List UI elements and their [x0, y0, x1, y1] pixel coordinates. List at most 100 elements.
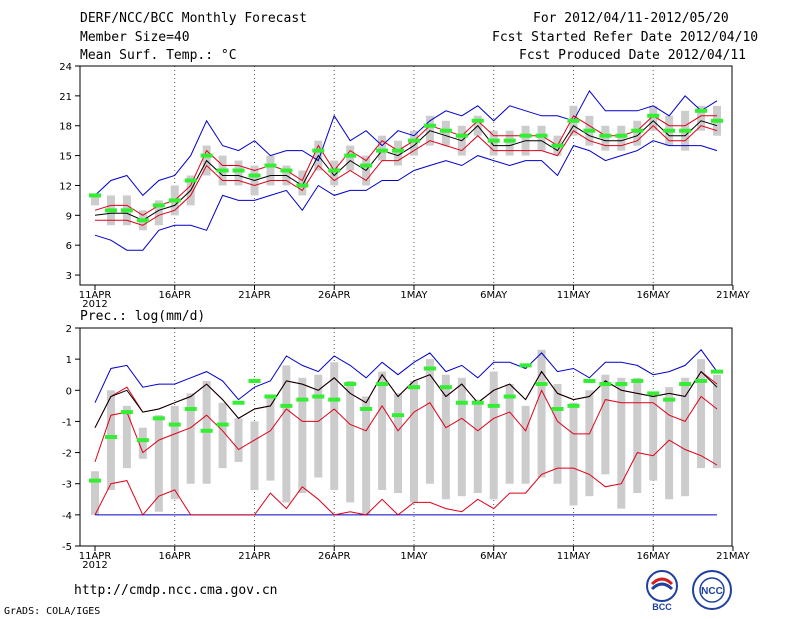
observed-marker: [567, 118, 580, 123]
spread-box: [697, 105, 706, 131]
spread-box: [633, 120, 642, 146]
max-line: [94, 89, 718, 197]
observed-marker: [104, 208, 117, 213]
spread-box: [346, 380, 355, 503]
y-tick-label: 12: [59, 181, 72, 192]
spread-box: [378, 135, 387, 161]
observed-marker: [136, 438, 149, 443]
observed-marker: [184, 406, 197, 411]
observed-marker: [89, 478, 101, 483]
observed-marker: [200, 428, 213, 433]
y-tick-label: 9: [66, 211, 72, 222]
spread-box: [106, 390, 115, 490]
source-url[interactable]: http://cmdp.ncc.cma.gov.cn: [74, 583, 278, 598]
variable-label: Mean Surf. Temp.: °C: [80, 48, 237, 63]
spread-box: [394, 140, 403, 166]
observed-marker: [407, 138, 420, 143]
observed-marker: [535, 133, 548, 138]
forecast-start-date: Fcst Started Refer Date 2012/04/10: [492, 30, 759, 45]
y-tick-label: 18: [59, 122, 72, 133]
spread-box: [601, 125, 610, 151]
spread-box: [170, 405, 179, 500]
observed-marker: [487, 138, 500, 143]
observed-marker: [392, 413, 405, 418]
spread-box: [138, 427, 147, 459]
observed-marker: [120, 410, 133, 415]
y-tick-label: -4: [62, 511, 72, 522]
x-tick-label: 21MAY: [716, 551, 750, 562]
spread-box: [489, 371, 498, 500]
observed-marker: [136, 218, 149, 223]
max-line: [94, 349, 718, 403]
observed-marker: [551, 406, 564, 411]
forecast-period: For 2012/04/11-2012/05/20: [533, 11, 729, 26]
spread-box: [314, 374, 323, 478]
observed-marker: [631, 378, 644, 383]
y-tick-label: 0: [66, 386, 72, 397]
spread-box: [122, 405, 131, 469]
spread-box: [681, 377, 690, 497]
observed-marker: [471, 118, 484, 123]
observed-marker: [423, 123, 436, 128]
observed-marker: [439, 385, 452, 390]
observed-marker: [104, 435, 117, 439]
spread-box: [425, 359, 434, 484]
spread-box: [394, 393, 403, 494]
observed-marker: [232, 168, 245, 173]
x-tick-label: 21MAY: [716, 290, 750, 301]
observed-marker: [487, 403, 500, 408]
member-size: Member Size=40: [80, 30, 190, 45]
spread-box: [154, 415, 163, 512]
x-tick-label: 6MAY: [480, 290, 508, 301]
observed-marker: [248, 378, 261, 383]
y-tick-label: -3: [62, 480, 72, 491]
x-tick-label: 16APR: [158, 290, 191, 301]
observed-marker: [663, 397, 676, 402]
spread-box: [633, 377, 642, 494]
spread-box: [409, 130, 418, 156]
x-tick-label: 21APR: [238, 290, 271, 301]
y-tick-label: -2: [62, 449, 72, 460]
observed-marker: [615, 133, 628, 138]
observed-marker: [328, 397, 341, 402]
observed-marker: [519, 363, 532, 368]
observed-marker: [599, 382, 612, 387]
observed-marker: [216, 422, 229, 427]
observed-marker: [695, 378, 708, 383]
observed-marker: [376, 148, 389, 153]
observed-marker: [152, 416, 165, 421]
spread-box: [330, 160, 339, 186]
spread-box: [601, 374, 610, 475]
spread-box: [91, 471, 99, 515]
observed-marker: [264, 163, 277, 168]
spread-box: [665, 387, 674, 500]
x-year-label: 2012: [82, 299, 107, 310]
spread-box: [457, 377, 466, 497]
lower-line: [95, 125, 718, 226]
y-tick-label: 24: [59, 62, 72, 73]
observed-marker: [89, 193, 101, 198]
observed-marker: [631, 128, 644, 133]
observed-marker: [168, 198, 181, 203]
x-tick-label: 11APR: [79, 551, 112, 562]
logos: BCC NCC: [646, 570, 732, 612]
spread-box: [505, 130, 514, 156]
spread-box: [649, 396, 658, 481]
observed-marker: [280, 403, 293, 408]
observed-marker: [679, 382, 692, 387]
spread-box: [697, 359, 706, 469]
spread-box: [250, 421, 259, 490]
plot-frame: [79, 327, 733, 547]
observed-marker: [407, 385, 420, 390]
observed-marker: [344, 382, 357, 387]
spread-box: [569, 402, 578, 506]
spread-box: [585, 390, 594, 497]
x-tick-label: 11MAY: [557, 290, 591, 301]
lower-line: [94, 389, 718, 463]
x-tick-label: 11MAY: [557, 551, 591, 562]
precip-panel-label: Prec.: log(mm/d): [80, 309, 206, 324]
upper-line: [94, 115, 717, 216]
observed-marker: [551, 143, 564, 148]
min-line: [94, 140, 718, 251]
y-tick-label: -5: [62, 542, 72, 553]
